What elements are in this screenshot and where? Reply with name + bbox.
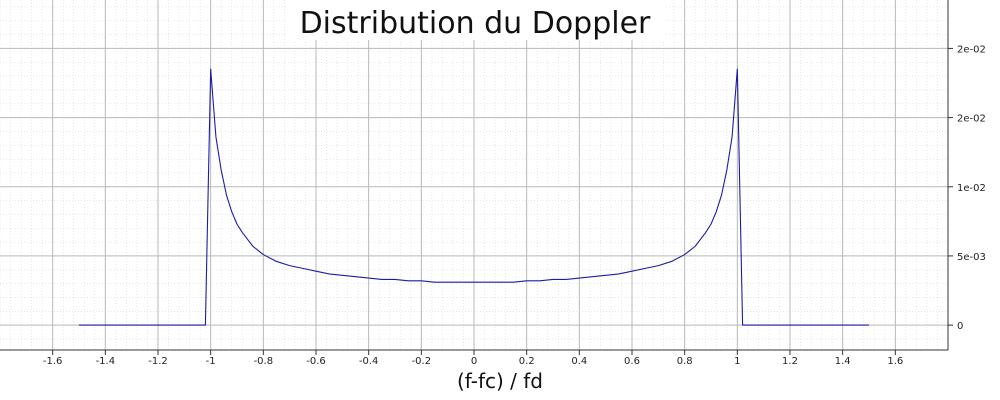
y-tick-label: 2e-02 — [957, 44, 986, 55]
x-tick-label: -0.4 — [359, 356, 379, 367]
series-line-0 — [79, 68, 869, 326]
y-tick-label: 2e-02 — [957, 114, 986, 125]
x-tick-label: 1 — [734, 356, 740, 367]
x-tick-label: -1 — [206, 356, 216, 367]
x-tick-label: 1.2 — [782, 356, 798, 367]
y-tick-label: 1e-02 — [957, 183, 986, 194]
x-tick-label: -1.2 — [148, 356, 168, 367]
y-tick-label: 0 — [957, 321, 963, 332]
x-tick-label: -0.8 — [254, 356, 274, 367]
major-grid — [0, 0, 948, 350]
x-axis-title: (f-fc) / fd — [457, 369, 543, 393]
x-tick-label: 0.4 — [571, 356, 587, 367]
series-layer — [79, 68, 869, 326]
y-axis: 0 5e-03 1e-02 2e-02 2e-02 — [947, 0, 986, 350]
x-tick-label: 0 — [471, 356, 477, 367]
chart-title: Distribution du Doppler — [300, 6, 651, 41]
x-tick-label: -1.4 — [96, 356, 116, 367]
x-tick-label: -1.6 — [43, 356, 63, 367]
x-tick-label: 0.6 — [624, 356, 640, 367]
x-tick-label: 0.2 — [519, 356, 535, 367]
x-tick-label: 1.4 — [835, 356, 851, 367]
x-axis: -1.6 -1.4 -1.2 -1 -0.8 -0.6 -0.4 -0.2 0 0.2 0.4 0.6… — [0, 349, 948, 367]
x-tick-label: 1.6 — [887, 356, 903, 367]
title-background — [286, 0, 664, 40]
x-tick-label: -0.6 — [306, 356, 326, 367]
y-tick-label: 5e-03 — [957, 252, 986, 263]
x-tick-label: 0.8 — [677, 356, 693, 367]
x-tick-label: -0.2 — [412, 356, 432, 367]
